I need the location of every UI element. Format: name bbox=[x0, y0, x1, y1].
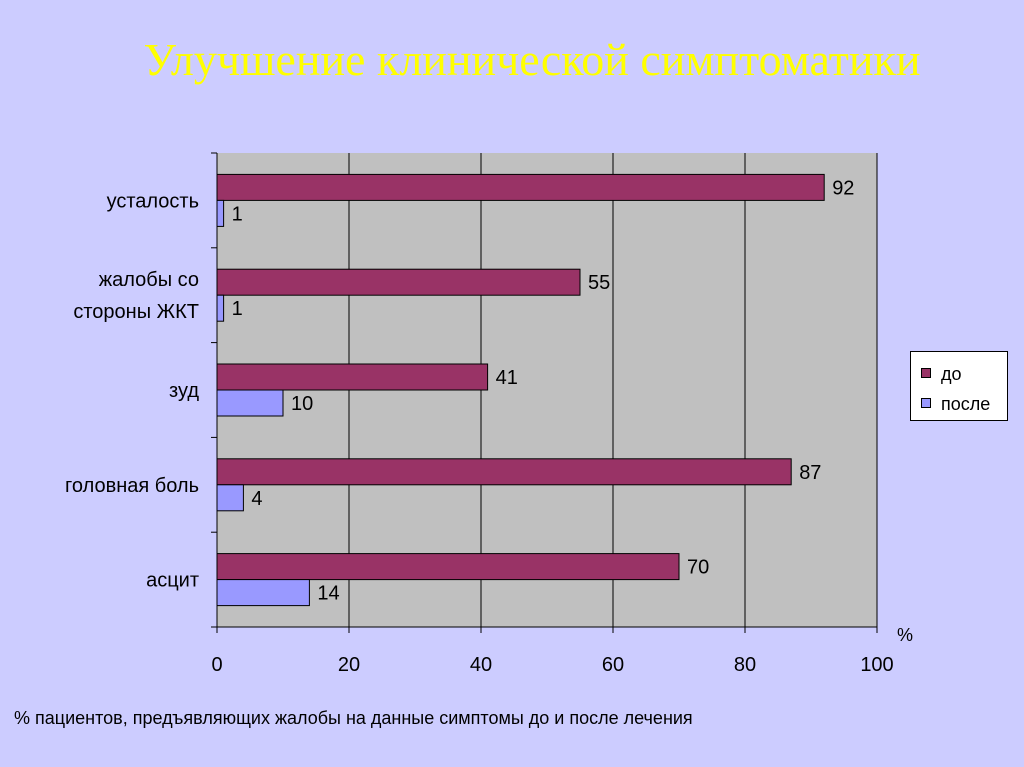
x-tick-label: 60 bbox=[602, 654, 624, 676]
data-label: 1 bbox=[232, 298, 243, 320]
data-label: 87 bbox=[799, 462, 821, 484]
category-label: асцит bbox=[146, 570, 199, 592]
data-label: 10 bbox=[291, 393, 313, 415]
chart-legend: до после bbox=[910, 351, 1008, 421]
bar bbox=[216, 553, 680, 581]
x-tick-label: 100 bbox=[860, 654, 893, 676]
data-label: 92 bbox=[832, 177, 854, 199]
bar bbox=[216, 389, 284, 417]
category-label: головная боль bbox=[65, 475, 199, 497]
data-label: 70 bbox=[687, 557, 709, 579]
bar bbox=[216, 268, 581, 296]
category-label: жалобы со bbox=[99, 269, 199, 291]
legend-label-before: до bbox=[941, 364, 962, 384]
bar bbox=[216, 199, 225, 227]
bar bbox=[216, 173, 825, 201]
x-unit-label: % bbox=[897, 625, 913, 645]
x-tick-label: 0 bbox=[211, 654, 222, 676]
legend-swatch-after bbox=[921, 398, 931, 408]
data-label: 14 bbox=[317, 583, 339, 605]
data-label: 41 bbox=[496, 367, 518, 389]
x-tick-label: 80 bbox=[734, 654, 756, 676]
slide-title: Улучшение клинической симптоматики bbox=[143, 34, 921, 85]
bar bbox=[216, 579, 310, 607]
data-label: 1 bbox=[232, 203, 243, 225]
legend-swatch-before bbox=[921, 368, 931, 378]
category-label: зуд bbox=[169, 380, 199, 402]
x-tick-label: 40 bbox=[470, 654, 492, 676]
legend-label-after: после bbox=[941, 394, 991, 414]
data-label: 4 bbox=[251, 488, 262, 510]
bar bbox=[216, 484, 244, 512]
bar bbox=[216, 458, 792, 486]
chart-caption: % пациентов, предъявляющих жалобы на дан… bbox=[14, 708, 693, 728]
category-label: стороны ЖКТ bbox=[73, 301, 199, 323]
x-tick-label: 20 bbox=[338, 654, 360, 676]
category-label: усталость bbox=[107, 190, 199, 212]
data-label: 55 bbox=[588, 272, 610, 294]
bar bbox=[216, 294, 225, 322]
bar bbox=[216, 363, 489, 391]
